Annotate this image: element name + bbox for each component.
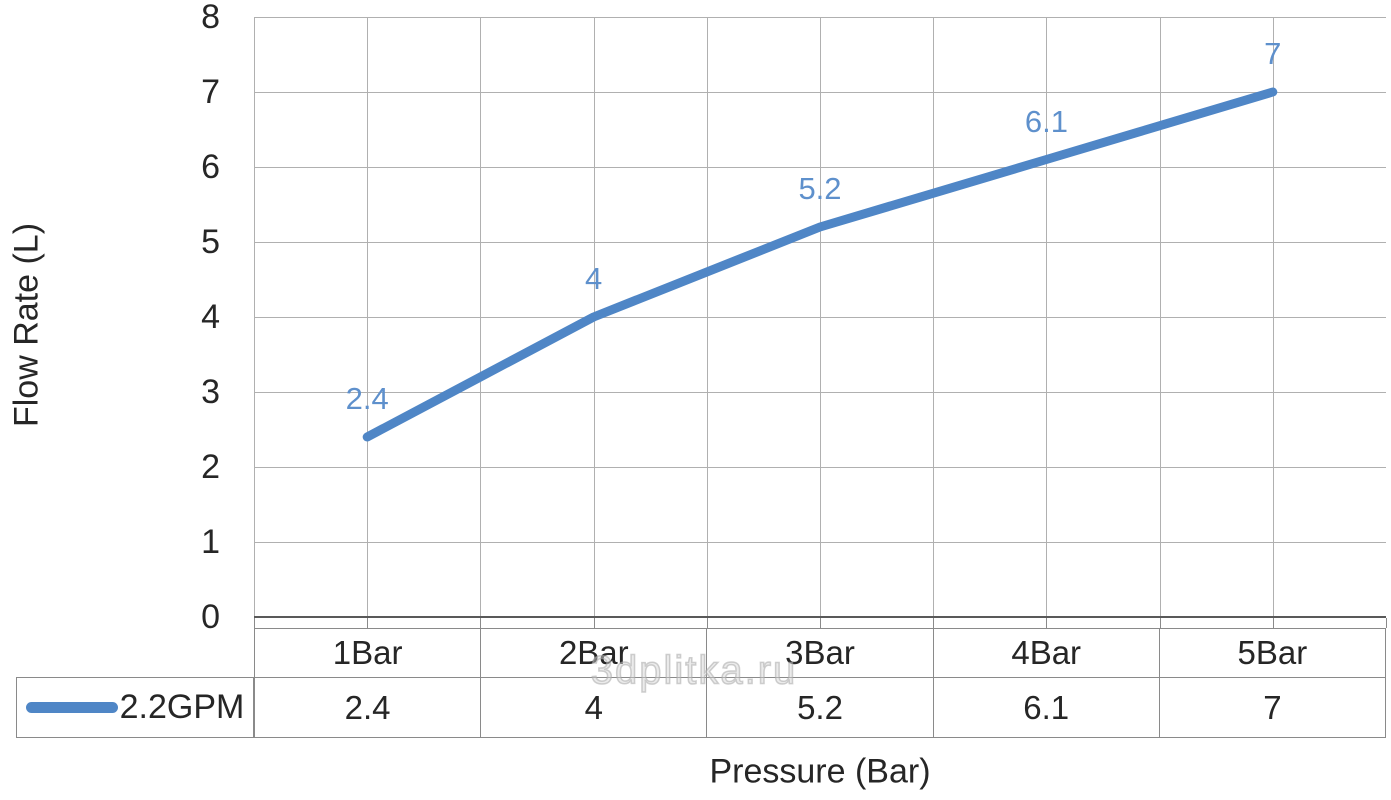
- x-axis-tick: [254, 618, 255, 628]
- data-point-label: 4: [584, 261, 603, 296]
- x-axis-tick: [594, 618, 595, 628]
- data-point-label: 2.4: [345, 381, 389, 416]
- x-axis-title: Pressure (Bar): [709, 752, 931, 791]
- y-tick-label: 8: [201, 0, 220, 36]
- series-line-2.2GPM: [362, 87, 1278, 442]
- table-value-cell: 2.4: [254, 677, 481, 738]
- x-axis-tick: [1160, 618, 1161, 628]
- y-tick-label: 1: [201, 523, 220, 561]
- x-axis-line: [254, 616, 1386, 618]
- data-table-header-row: 1Bar 2Bar 3Bar 4Bar 5Bar: [254, 628, 1387, 677]
- x-axis-tick: [1386, 618, 1387, 628]
- table-value-cell: 5.2: [706, 677, 933, 738]
- legend-line-swatch-icon: [25, 702, 118, 713]
- x-axis-tick: [367, 618, 368, 628]
- category-header-cell: 4Bar: [932, 628, 1159, 677]
- data-point-label: 5.2: [798, 171, 842, 206]
- x-axis-tick: [480, 618, 481, 628]
- y-tick-label: 6: [201, 148, 220, 186]
- table-value-cell: 6.1: [932, 677, 1159, 738]
- category-header-cell: 2Bar: [480, 628, 707, 677]
- x-axis-tick: [1046, 618, 1047, 628]
- plot-area: 2.4 4 5.2 6.1 7: [254, 17, 1387, 618]
- y-axis-title: Flow Rate (L): [7, 222, 46, 428]
- x-axis-tick: [933, 618, 934, 628]
- y-tick-label: 0: [201, 598, 220, 636]
- data-point-label: 6.1: [1024, 103, 1068, 139]
- y-tick-label: 5: [201, 223, 220, 261]
- x-axis-tick: [707, 618, 708, 628]
- x-axis-tick: [1273, 618, 1274, 628]
- y-tick-label: 3: [201, 373, 220, 411]
- y-tick-label: 4: [201, 298, 220, 336]
- category-header-cell: 5Bar: [1158, 628, 1387, 677]
- legend-series-label: 2.2GPM: [119, 688, 245, 726]
- category-header-cell: 1Bar: [254, 628, 481, 677]
- data-point-label: 7: [1264, 36, 1282, 71]
- table-value-cell: 7: [1158, 677, 1387, 738]
- table-value-cell: 4: [480, 677, 707, 738]
- plot-canvas: [254, 17, 1387, 618]
- legend-cell: 2.2GPM: [16, 677, 254, 738]
- x-axis-tick: [820, 618, 821, 628]
- y-tick-label: 7: [201, 73, 220, 111]
- y-tick-label: 2: [201, 448, 220, 486]
- category-header-cell: 3Bar: [706, 628, 933, 677]
- data-table-value-row: 2.2GPM 2.4 4 5.2 6.1 7: [16, 677, 1387, 738]
